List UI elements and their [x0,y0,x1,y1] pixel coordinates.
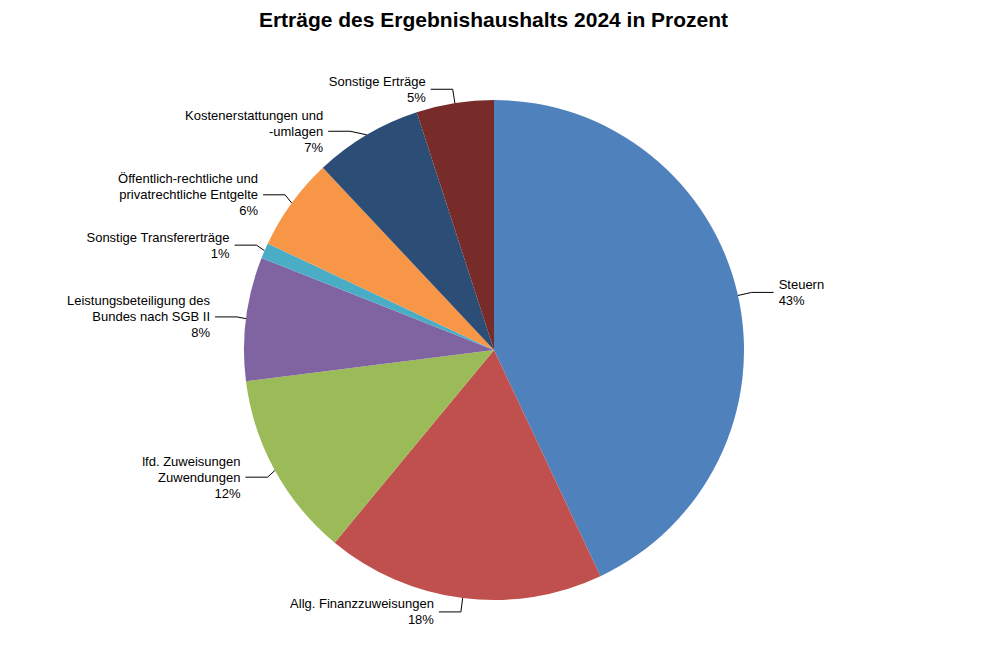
svg-text:Steuern: Steuern [779,277,825,292]
svg-text:43%: 43% [779,293,805,308]
svg-text:Sonstige Erträge: Sonstige Erträge [329,74,426,89]
svg-text:8%: 8% [191,325,210,340]
svg-text:privatrechtliche Entgelte: privatrechtliche Entgelte [119,187,258,202]
svg-text:Kostenerstattungen und: Kostenerstattungen und [185,108,323,123]
svg-text:6%: 6% [239,203,258,218]
svg-text:-umlagen: -umlagen [269,124,323,139]
svg-text:1%: 1% [211,246,230,261]
svg-text:12%: 12% [214,486,240,501]
svg-text:18%: 18% [408,612,434,627]
svg-text:Allg. Finanzzuweisungen: Allg. Finanzzuweisungen [290,596,434,611]
svg-text:Bundes nach SGB II: Bundes nach SGB II [92,309,210,324]
svg-text:Zuwendungen: Zuwendungen [158,470,240,485]
svg-text:Erträge des Ergebnishaushalts: Erträge des Ergebnishaushalts 2024 in Pr… [259,8,728,31]
svg-text:5%: 5% [407,90,426,105]
svg-text:Öffentlich-rechtliche und: Öffentlich-rechtliche und [118,171,258,186]
svg-text:Leistungsbeteiligung des: Leistungsbeteiligung des [67,293,211,308]
svg-text:Sonstige Transfererträge: Sonstige Transfererträge [86,230,229,245]
svg-text:lfd. Zuweisungen: lfd. Zuweisungen [142,454,240,469]
svg-text:7%: 7% [304,140,323,155]
